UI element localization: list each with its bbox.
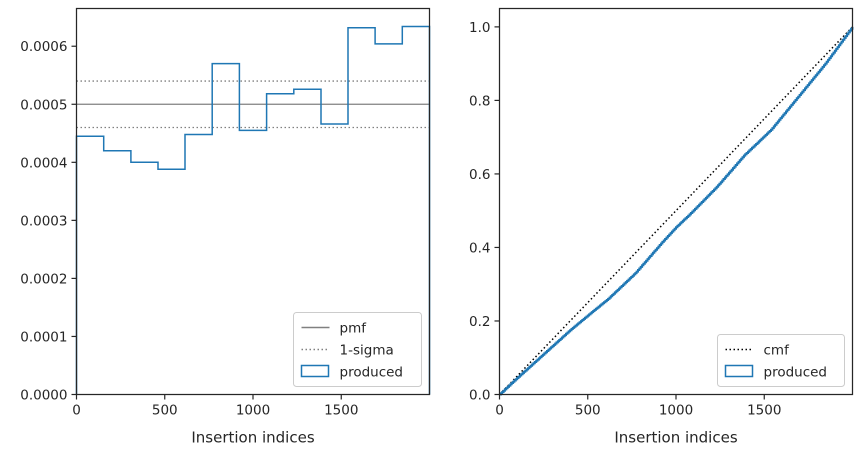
series-produced-line: [499, 26, 854, 396]
series-cmf-line: [498, 26, 854, 396]
y-tick-label: 0.0003: [20, 213, 67, 229]
x-tick-label: 500: [152, 403, 178, 419]
y-tick-label: 0.2: [469, 314, 490, 330]
x-axis-label: Insertion indices: [191, 429, 314, 447]
y-tick-label: 0.0000: [20, 388, 67, 404]
right-panel-cmf: 0 500 1000 1500 0.0 0.2 0.4 0.6 0.8 1.0 Insertion …: [469, 7, 854, 447]
legend-swatch-produced: [724, 364, 754, 378]
series-produced-line: [75, 25, 431, 395]
legend-box: [293, 312, 422, 387]
x-tick-label: 0: [495, 403, 504, 419]
y-tick-label: 0.0: [469, 388, 490, 404]
x-tick-label: 1500: [324, 403, 358, 419]
legend-label-cmf: cmf: [764, 343, 791, 359]
y-tick-label: 0.0002: [20, 271, 67, 287]
legend-label-produced: produced: [764, 365, 828, 381]
y-tick-label: 0.4: [469, 240, 490, 256]
legend: pmf 1-sigma produced: [293, 312, 422, 387]
y-tick-label: 1.0: [469, 20, 490, 36]
legend-swatch-produced: [300, 364, 330, 378]
x-tick-label: 1500: [747, 403, 781, 419]
x-tick-label: 1000: [659, 403, 693, 419]
y-tick-label: 0.0006: [20, 39, 67, 55]
y-tick-label: 0.0005: [20, 97, 67, 113]
legend-box: [717, 334, 845, 387]
x-axis-label: Insertion indices: [614, 429, 737, 447]
y-tick-label: 0.0001: [20, 329, 67, 345]
x-tick-label: 500: [575, 403, 601, 419]
legend-label-1-sigma: 1-sigma: [340, 343, 394, 359]
left-panel-pmf: 0 500 1000 1500 0.0000 0.0001 0.0002 0.0003 0.00…: [20, 7, 431, 447]
y-tick-label: 0.6: [469, 167, 490, 183]
legend: cmf produced: [717, 334, 845, 387]
x-tick-label: 0: [72, 403, 81, 419]
y-tick-label: 0.0004: [20, 155, 67, 171]
x-tick-label: 1000: [236, 403, 270, 419]
y-tick-label: 0.8: [469, 93, 490, 109]
legend-label-produced: produced: [340, 365, 404, 381]
legend-label-pmf: pmf: [340, 321, 368, 337]
